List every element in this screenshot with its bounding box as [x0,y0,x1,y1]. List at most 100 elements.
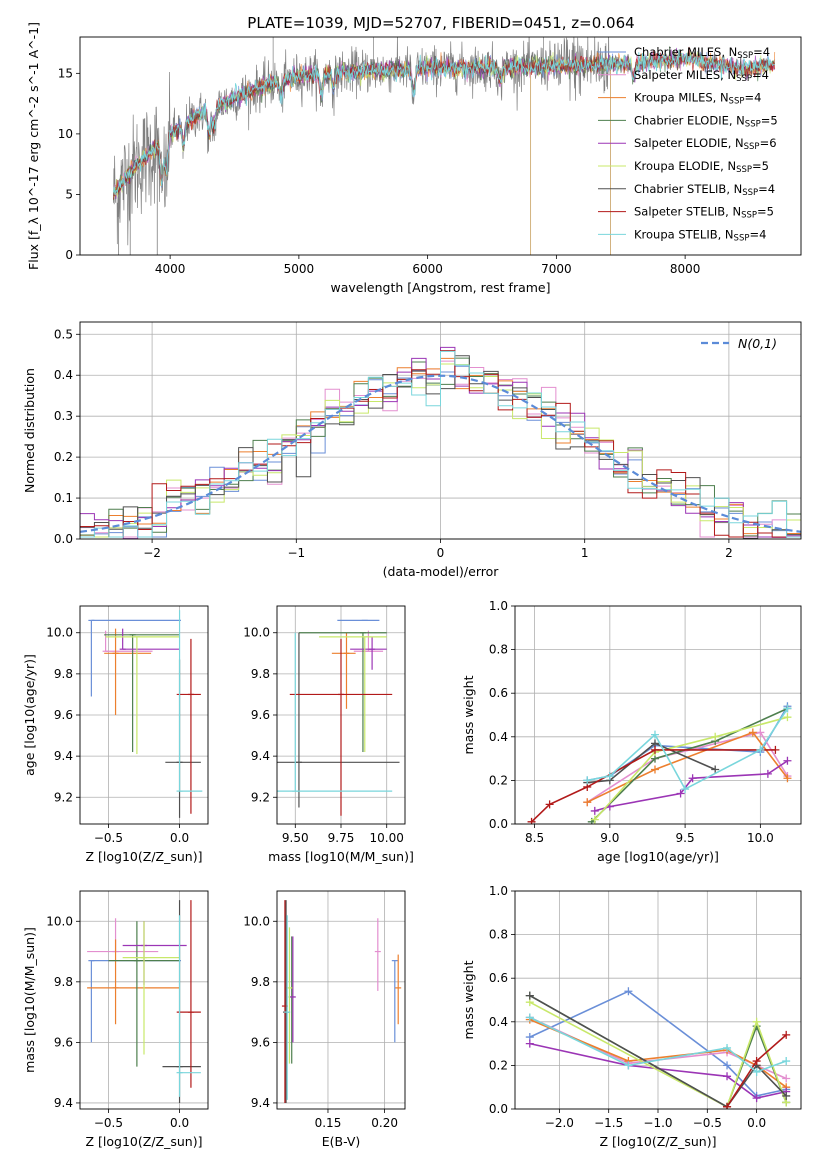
massweight-vs-age-panel: 8.5 9.0 9.5 10.0 0.0 0.2 0.4 0.6 0.8 1.0 age [log1… [461,599,802,864]
legend-entry: Chabrier STELIB, NSSP=4 [634,182,775,198]
y-tick-label: 9.6 [251,1035,270,1049]
errorbars [281,900,402,1103]
x-tick-label: 8000 [670,262,701,276]
y-tick-label: 9.8 [251,667,270,681]
y-tick-label: 0.8 [489,643,508,657]
weight-point [723,1043,732,1052]
x-tick-label: 9.50 [282,831,309,845]
y-tick-label: 0.5 [54,327,73,341]
legend-entry: Chabrier ELODIE, NSSP=5 [634,113,778,129]
weight-point [752,1057,761,1066]
plot-frame [276,605,406,825]
weight-point [771,745,780,754]
errorbar [176,610,203,792]
legend-entry: Kroupa MILES, NSSP=4 [634,91,761,107]
weight-point [752,1094,761,1103]
weight-point [525,1013,534,1022]
x-tick-label: −0.5 [94,1116,123,1130]
errorbar [395,954,402,1025]
weight-point [756,728,765,737]
legend-entry: Salpeter MILES, NSSP=4 [634,68,769,84]
spectrum-legend: Chabrier MILES, NSSP=4 Salpeter MILES, NS… [598,45,778,243]
weight-point [527,817,536,824]
histogram-step [80,350,801,539]
figure-title: PLATE=1039, MJD=52707, FIBERID=0451, z=0… [247,14,634,32]
errorbar [87,918,159,953]
residuals-panel: −2 −1 0 1 2 0.0 0.1 0.2 0.3 0.4 0.5 (data-model)/er… [22,321,802,579]
model-spectrum-line [113,49,775,195]
y-tick-label: 0.2 [489,1058,508,1072]
weight-point [605,772,614,781]
y-tick-label: 0.6 [489,686,508,700]
errorbar [104,634,180,753]
errorbar [289,936,296,1043]
spectrum-lines [113,37,776,255]
legend-value: =4 [744,91,761,105]
y-tick-label: 9.8 [251,975,270,989]
weight-lines [527,702,792,824]
legend-subscript: SSP [729,97,745,107]
weight-line [594,716,788,821]
x-tick-label: −0.5 [693,1116,722,1130]
weight-point [650,730,659,739]
x-tick-label: 0 [437,546,445,560]
x-tick-label: 5000 [284,262,315,276]
legend-entry: N(0,1) [738,336,777,351]
y-tick-label: 9.4 [251,749,270,763]
x-tick-label: 0.0 [170,831,189,845]
x-tick-label: 0.0 [170,1116,189,1130]
errorbar [391,960,398,1043]
weight-line [594,760,788,812]
y-tick-label: 9.4 [251,1096,270,1110]
weight-point [783,713,792,722]
y-tick-label: 0.4 [489,730,508,744]
errorbar [122,921,180,1055]
y-axis-label: mass weight [461,960,476,1039]
legend-subscript: SSP [745,119,761,129]
legend-value: =4 [749,227,766,241]
y-tick-label: 0.3 [54,409,73,423]
y-tick-label: 0 [65,248,73,262]
errorbar [105,636,180,755]
weight-point [650,745,659,754]
x-tick-label: 10.0 [747,831,774,845]
legend-entry: Kroupa ELODIE, NSSP=5 [634,159,769,175]
errorbar [88,619,181,697]
weight-series [583,728,792,807]
weight-series [587,704,792,824]
errorbar [331,632,356,709]
x-axis-label: (data-model)/error [383,564,500,579]
legend-subscript: SSP [737,51,753,61]
legend-subscript: SSP [742,188,758,198]
plot-frame [79,36,802,256]
x-tick-label: 6000 [412,262,443,276]
x-axis-label: Z [log10(Z/Z_sun)] [600,1134,717,1149]
errorbar [102,630,153,652]
weight-point [723,1061,732,1070]
weight-line [529,994,787,1108]
legend-value: =4 [753,45,770,59]
weight-line [587,708,789,791]
mass-vs-ebv-panel: 0.15 0.20 9.4 9.6 9.8 10.0 E(B-V) [243,890,406,1149]
y-tick-label: 0.4 [54,368,73,382]
legend-subscript: SSP [744,142,760,152]
legend-value: =5 [761,113,778,127]
x-axis-label: Z [log10(Z/Z_sun)] [86,849,203,864]
errorbar [353,630,384,652]
y-tick-label: 0.6 [489,971,508,985]
age-vs-z-panel: −0.5 0.0 9.2 9.4 9.6 9.8 10.0 Z [log10(Z/Z_sun)… [22,605,209,864]
errorbar [122,921,187,985]
weight-point [681,785,690,794]
legend-subscript: SSP [741,211,757,221]
weight-point [782,1057,791,1066]
x-tick-label: 10.00 [370,831,404,845]
y-tick-label: 10.0 [243,914,270,928]
y-tick-label: 1.0 [489,884,508,898]
errorbar [277,632,400,808]
errorbar [277,632,393,792]
errorbar [104,628,152,715]
x-axis-label: E(B-V) [322,1134,361,1149]
y-tick-label: 9.2 [54,790,73,804]
weight-line [586,731,789,803]
weight-point [583,798,592,807]
